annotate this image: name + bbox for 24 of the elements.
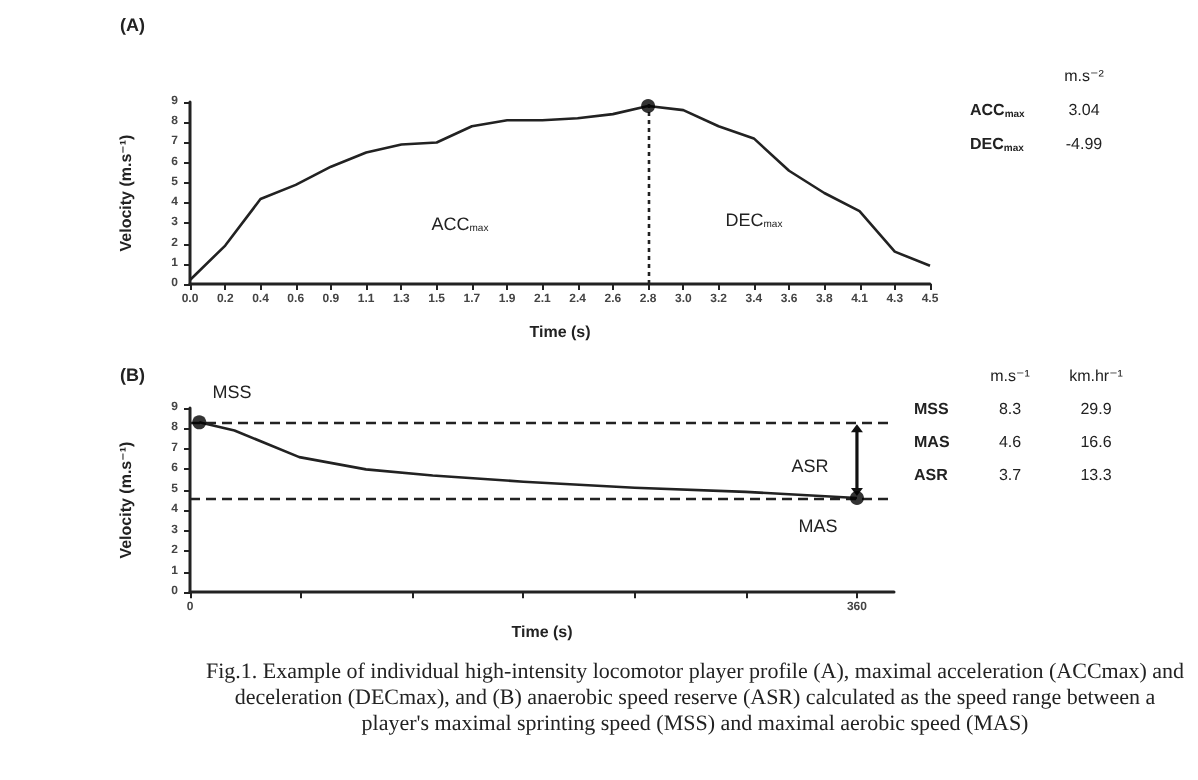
- y-axis-title: Velocity (m.s⁻¹): [117, 133, 135, 252]
- x-axis-title: Time (s): [529, 323, 592, 341]
- text: MSS: [212, 382, 252, 402]
- data-label: 29.9: [1080, 400, 1113, 418]
- data-label: 4.6: [998, 433, 1023, 451]
- annotation: MAS: [798, 516, 838, 536]
- chart-title: (A): [120, 15, 145, 35]
- category-label: MSS: [914, 400, 950, 418]
- data-label: -4.99: [1065, 135, 1104, 153]
- data-label: 16.6: [1080, 433, 1113, 451]
- annotation: ASR: [791, 456, 830, 476]
- y-axis-title: Velocity (m.s⁻¹): [117, 440, 135, 559]
- x-axis-title: Time (s): [511, 623, 574, 641]
- category-label: ASR: [914, 466, 949, 484]
- data-label: 13.3: [1080, 466, 1113, 484]
- text: km.hr⁻¹: [1069, 367, 1124, 385]
- data-label: 3.04: [1068, 101, 1101, 119]
- category-label: MAS: [914, 433, 951, 451]
- data-label: 8.3: [998, 400, 1023, 418]
- data-label: 3.7: [998, 466, 1023, 484]
- text: m.s⁻¹: [990, 367, 1031, 385]
- caption: Fig.1. Example of individual high-intensity locomotor player profile (A), maximal acceleration (ACCmax) and deceleration (DECmax), and (B) anaerobic speed reserve (ASR) calculated as the speed range between a player's maximal sprinting speed (MSS) and maximal aerobic speed (MAS): [203, 660, 1187, 738]
- chart-title: (B): [120, 365, 145, 385]
- text: m.s⁻²: [1064, 67, 1105, 85]
